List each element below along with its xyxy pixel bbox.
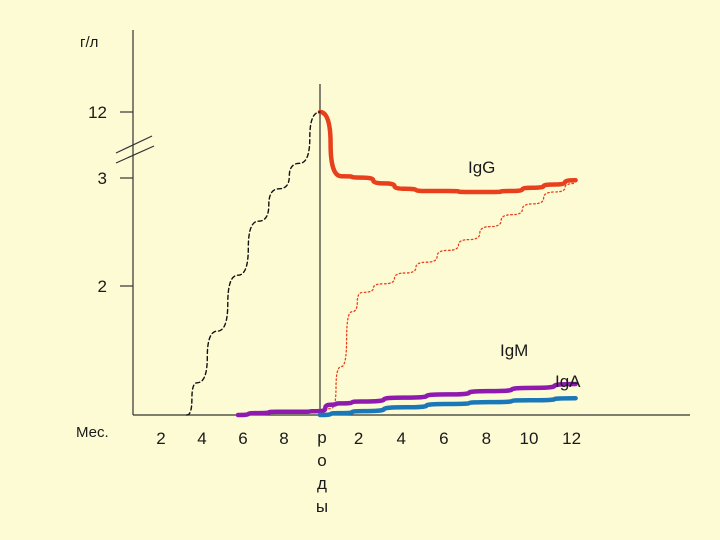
x-tick-label-prenatal: 6 [238,429,247,448]
x-tick-label-postnatal: 4 [396,429,405,448]
birth-label-letter: ы [316,497,328,516]
birth-label-letter: д [317,474,327,493]
x-axis-label: Мес. [76,424,109,441]
x-tick-label-postnatal: 2 [354,429,363,448]
series-igm [235,381,578,418]
series-iga [317,395,578,418]
series-igg-infant-own-synthesis [319,182,577,416]
series-igg [317,109,578,195]
x-tick-label-prenatal: 8 [279,429,288,448]
x-tick-label-postnatal: 12 [562,429,581,448]
series-layer [186,109,578,418]
birth-label-letter: р [317,428,326,447]
y-tick-label: 3 [98,169,107,188]
series-label-iga: IgA [555,372,581,391]
series-label-igm: IgM [500,341,528,360]
series-igg-fetal-maternal-transfer [186,111,321,416]
y-tick-label: 2 [98,277,107,296]
y-axis-unit: г/л [80,34,98,51]
y-tick-label: 12 [88,103,107,122]
x-tick-label-postnatal: 10 [520,429,539,448]
x-tick-label-prenatal: 4 [197,429,206,448]
x-tick-label-prenatal: 2 [156,429,165,448]
axes [115,30,690,416]
x-tick-label-postnatal: 8 [482,429,491,448]
series-label-igg: IgG [468,158,495,177]
axis-break-mark [115,145,155,164]
axis-break-mark [115,135,153,154]
birth-label-letter: о [317,451,326,470]
x-tick-label-postnatal: 6 [439,429,448,448]
